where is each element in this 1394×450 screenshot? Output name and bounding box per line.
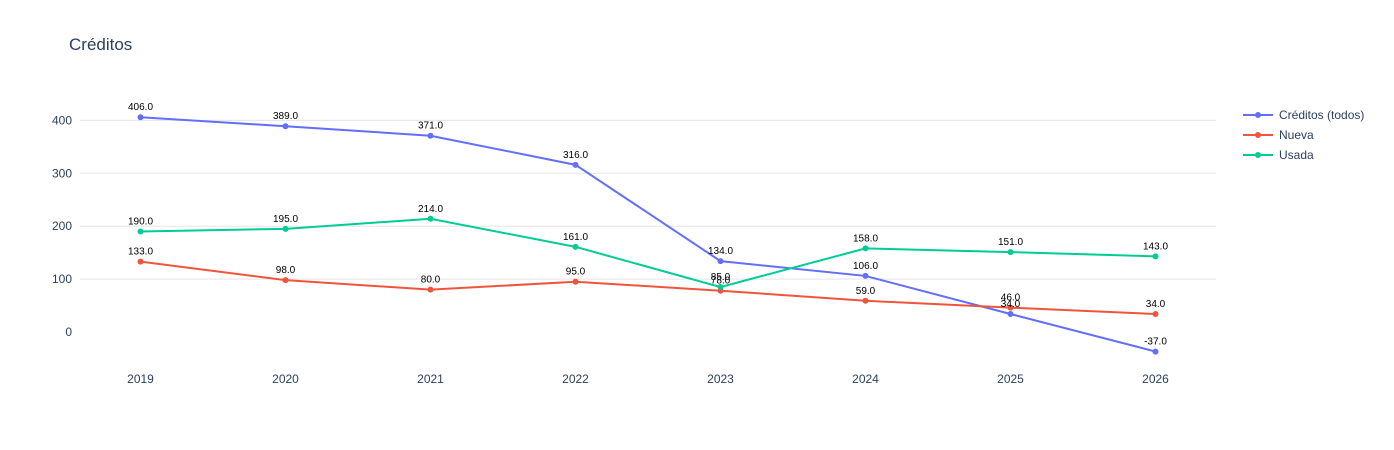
data-point bbox=[717, 258, 724, 265]
data-label: 98.0 bbox=[276, 265, 296, 276]
data-label: 85.0 bbox=[711, 272, 731, 283]
x-tick-label: 2023 bbox=[707, 372, 734, 386]
legend-swatch-marker bbox=[1255, 152, 1261, 158]
y-tick-label: 300 bbox=[52, 166, 72, 180]
legend[interactable]: Créditos (todos) Nueva Usada bbox=[1243, 108, 1364, 162]
data-point bbox=[862, 245, 869, 252]
legend-item[interactable]: Usada bbox=[1243, 148, 1314, 162]
data-label: -37.0 bbox=[1144, 337, 1167, 348]
data-label: 95.0 bbox=[566, 267, 586, 278]
data-label: 151.0 bbox=[998, 237, 1023, 248]
data-label: 80.0 bbox=[421, 275, 441, 286]
legend-swatch-marker bbox=[1255, 112, 1261, 118]
x-axis-ticks: 2019 2020 2021 2022 2023 2024 2025 2026 bbox=[127, 372, 1169, 386]
data-point bbox=[137, 114, 144, 121]
data-point bbox=[1152, 311, 1159, 318]
legend-label: Usada bbox=[1279, 148, 1314, 162]
chart-title: Créditos bbox=[69, 35, 132, 54]
legend-item[interactable]: Créditos (todos) bbox=[1243, 108, 1364, 122]
data-label: 133.0 bbox=[128, 247, 153, 258]
data-label: 214.0 bbox=[418, 204, 443, 215]
data-point bbox=[1152, 348, 1159, 355]
data-label: 34.0 bbox=[1001, 299, 1021, 310]
data-point bbox=[862, 272, 869, 279]
data-label: 134.0 bbox=[708, 246, 733, 257]
data-point bbox=[282, 225, 289, 232]
data-point bbox=[137, 258, 144, 265]
x-tick-label: 2026 bbox=[1142, 372, 1169, 386]
data-point bbox=[572, 243, 579, 250]
data-point bbox=[717, 284, 724, 291]
x-tick-label: 2025 bbox=[997, 372, 1024, 386]
series-2 bbox=[137, 215, 1159, 291]
data-point bbox=[427, 215, 434, 222]
data-label: 59.0 bbox=[856, 286, 876, 297]
data-label: 34.0 bbox=[1146, 299, 1166, 310]
data-point bbox=[282, 123, 289, 130]
data-point bbox=[572, 278, 579, 285]
series-line bbox=[140, 260, 1156, 316]
data-label: 195.0 bbox=[273, 214, 298, 225]
data-point bbox=[282, 277, 289, 284]
data-labels: 406.0 389.0 371.0 316.0 134.0 106.0 34.0 -37.0 1… bbox=[128, 102, 1168, 347]
x-tick-label: 2021 bbox=[417, 372, 444, 386]
x-tick-label: 2022 bbox=[562, 372, 589, 386]
y-tick-label: 0 bbox=[65, 325, 72, 339]
data-label: 143.0 bbox=[1143, 241, 1168, 252]
data-label: 106.0 bbox=[853, 261, 878, 272]
legend-label: Nueva bbox=[1279, 128, 1314, 142]
gridlines bbox=[80, 119, 1216, 280]
data-point bbox=[1152, 253, 1159, 260]
series-0 bbox=[137, 114, 1159, 355]
data-label: 46.0 bbox=[1001, 293, 1021, 304]
legend-item[interactable]: Nueva bbox=[1243, 128, 1314, 142]
data-label: 316.0 bbox=[563, 150, 588, 161]
data-point bbox=[862, 297, 869, 304]
data-label: 161.0 bbox=[563, 232, 588, 243]
series-line bbox=[140, 116, 1156, 353]
data-point bbox=[1007, 249, 1014, 256]
y-tick-label: 400 bbox=[52, 113, 72, 127]
x-tick-label: 2020 bbox=[272, 372, 299, 386]
data-label: 389.0 bbox=[273, 111, 298, 122]
data-point bbox=[1007, 304, 1014, 311]
data-label: 406.0 bbox=[128, 102, 153, 113]
y-tick-label: 100 bbox=[52, 272, 72, 286]
data-point bbox=[1007, 311, 1014, 318]
series-line bbox=[140, 217, 1156, 289]
data-label: 190.0 bbox=[128, 216, 153, 227]
data-point bbox=[427, 132, 434, 139]
data-point bbox=[427, 286, 434, 293]
y-axis-ticks: 0 100 200 300 400 bbox=[52, 113, 72, 339]
series-lines bbox=[137, 114, 1159, 355]
legend-label: Créditos (todos) bbox=[1279, 108, 1364, 122]
data-label: 158.0 bbox=[853, 233, 878, 244]
y-tick-label: 200 bbox=[52, 219, 72, 233]
data-point bbox=[137, 228, 144, 235]
data-point bbox=[572, 161, 579, 168]
legend-swatch-marker bbox=[1255, 132, 1261, 138]
data-label: 78.0 bbox=[711, 276, 731, 287]
x-tick-label: 2019 bbox=[127, 372, 154, 386]
data-label: 371.0 bbox=[418, 121, 443, 132]
x-tick-label: 2024 bbox=[852, 372, 879, 386]
